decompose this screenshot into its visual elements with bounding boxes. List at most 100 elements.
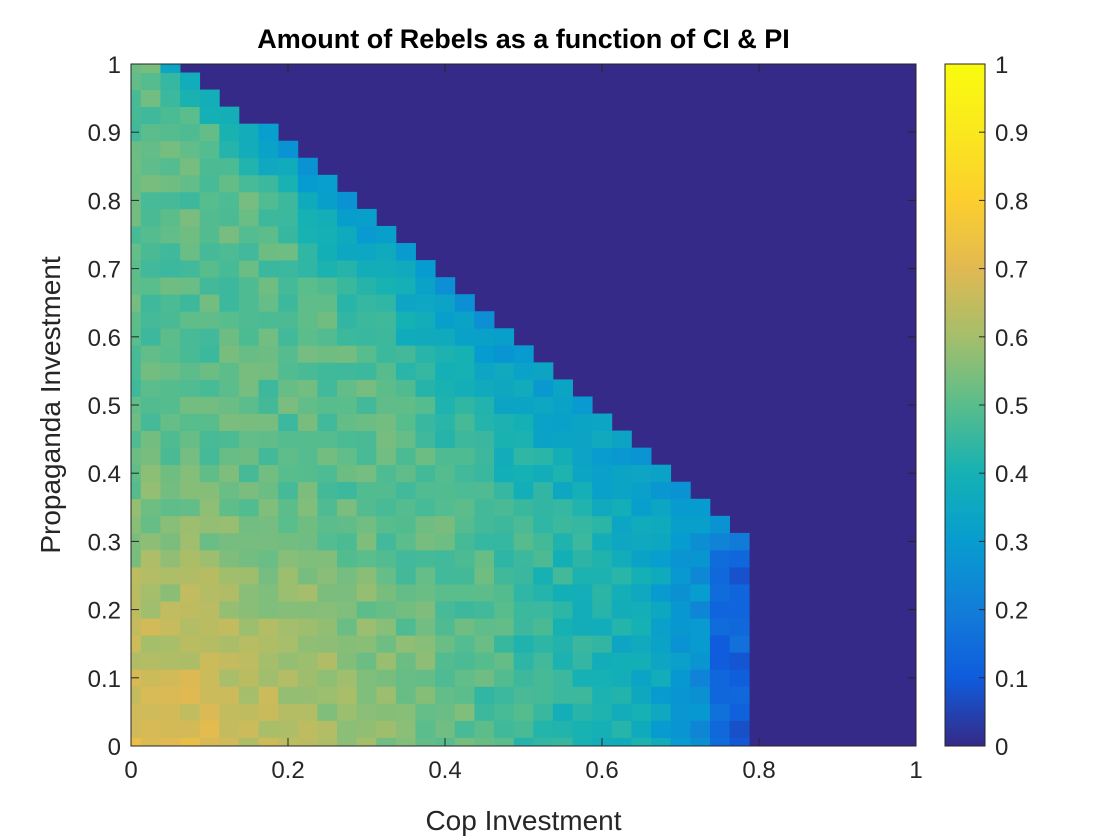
heatmap-cell	[709, 566, 730, 585]
heatmap-cell	[415, 447, 436, 466]
heatmap-cell	[454, 464, 475, 483]
heatmap-cell	[395, 413, 416, 431]
heatmap-cell	[690, 498, 711, 517]
heatmap-cell	[160, 379, 181, 397]
heatmap-cell	[592, 481, 613, 500]
heatmap-cell	[533, 703, 554, 721]
heatmap-cell	[729, 618, 750, 636]
heatmap-cell	[513, 498, 534, 517]
heatmap-cell	[199, 208, 220, 227]
heatmap-cell	[690, 515, 711, 534]
heatmap-cell	[180, 566, 201, 585]
heatmap-cell	[690, 635, 711, 653]
heatmap-cell	[140, 481, 161, 500]
heatmap-cell	[140, 294, 161, 312]
heatmap-cell	[572, 413, 593, 431]
heatmap-cell	[611, 566, 632, 585]
heatmap-cell	[219, 243, 240, 261]
heatmap-cell	[611, 515, 632, 534]
heatmap-cell	[552, 686, 573, 704]
heatmap-cell	[376, 294, 397, 312]
heatmap-cell	[435, 430, 456, 449]
heatmap-cell	[219, 618, 240, 636]
heatmap-cell	[709, 601, 730, 619]
x-tick-label: 0	[124, 757, 137, 784]
heatmap-cell	[395, 396, 416, 414]
heatmap-cell	[180, 549, 201, 568]
heatmap-cell	[513, 584, 534, 602]
heatmap-cell	[160, 396, 181, 414]
heatmap-cell	[337, 498, 358, 517]
heatmap-cell	[376, 686, 397, 704]
heatmap-cell	[376, 635, 397, 653]
heatmap-cell	[494, 686, 515, 704]
heatmap-cell	[356, 430, 377, 449]
heatmap-cell	[729, 703, 750, 721]
heatmap-cell	[474, 532, 495, 551]
heatmap-cell	[631, 584, 652, 602]
colorbar-tick-label: 0.6	[995, 325, 1028, 352]
heatmap-cell	[258, 191, 279, 210]
heatmap-cell	[356, 566, 377, 585]
heatmap-cell	[297, 294, 318, 312]
heatmap-cell	[238, 703, 259, 721]
heatmap-cell	[131, 584, 142, 602]
heatmap-cell	[199, 532, 220, 551]
heatmap-cell	[160, 515, 181, 534]
heatmap-cell	[592, 669, 613, 687]
heatmap-cell	[494, 618, 515, 636]
heatmap-cell	[131, 737, 142, 747]
heatmap-cell	[180, 532, 201, 551]
heatmap-cell	[238, 686, 259, 704]
heatmap-cell	[258, 260, 279, 278]
heatmap-cell	[297, 703, 318, 721]
heatmap-cell	[376, 243, 397, 261]
heatmap-cell	[395, 703, 416, 721]
heatmap-cell	[140, 618, 161, 636]
heatmap-cell	[494, 379, 515, 397]
heatmap-cell	[160, 140, 181, 159]
heatmap-cell	[219, 379, 240, 397]
colorbar-tick-label: 0.8	[995, 188, 1028, 215]
heatmap-cell	[435, 413, 456, 431]
heatmap-cell	[199, 345, 220, 363]
heatmap-cell	[160, 243, 181, 261]
heatmap-cell	[180, 481, 201, 500]
heatmap-cell	[297, 464, 318, 483]
heatmap-cell	[180, 260, 201, 278]
heatmap-cell	[474, 430, 495, 449]
heatmap-cell	[533, 652, 554, 670]
heatmap-cell	[258, 515, 279, 534]
heatmap-cell	[297, 430, 318, 449]
heatmap-cell	[140, 720, 161, 738]
heatmap-cell	[356, 225, 377, 244]
heatmap-cell	[131, 379, 142, 397]
heatmap-cell	[533, 430, 554, 449]
heatmap-cell	[474, 669, 495, 687]
heatmap-cell	[140, 498, 161, 517]
heatmap-cell	[356, 345, 377, 363]
heatmap-cell	[415, 294, 436, 312]
heatmap-cell	[140, 703, 161, 721]
heatmap-cell	[454, 362, 475, 380]
heatmap-cell	[709, 703, 730, 721]
heatmap-cell	[415, 413, 436, 431]
heatmap-cell	[356, 208, 377, 227]
heatmap-cell	[611, 549, 632, 568]
x-tick-label: 0.8	[742, 757, 775, 784]
heatmap-cell	[670, 686, 691, 704]
heatmap-cell	[297, 498, 318, 517]
heatmap-cell	[199, 635, 220, 653]
heatmap-cell	[513, 686, 534, 704]
heatmap-cell	[219, 345, 240, 363]
heatmap-cell	[415, 498, 436, 517]
heatmap-cell	[611, 669, 632, 687]
heatmap-cell	[199, 89, 220, 108]
heatmap-cell	[494, 669, 515, 687]
heatmap-cell	[631, 447, 652, 466]
heatmap-cell	[238, 566, 259, 585]
heatmap-cell	[395, 311, 416, 329]
heatmap-cell	[592, 703, 613, 721]
heatmap-cell	[474, 464, 495, 483]
heatmap-cell	[337, 566, 358, 585]
